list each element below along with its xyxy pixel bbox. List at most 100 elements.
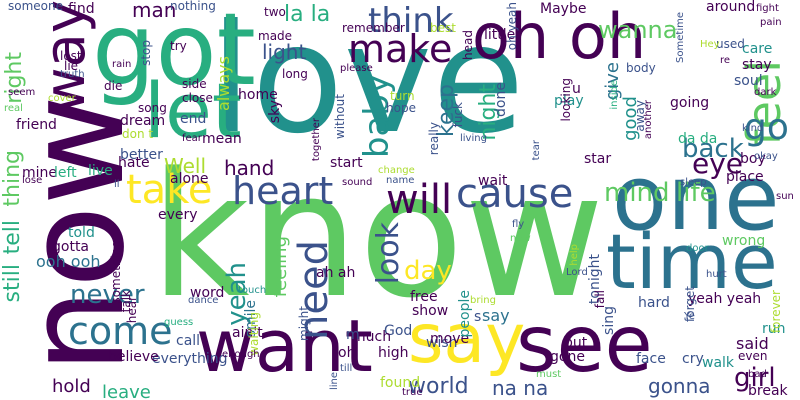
- cloud-word: Well: [164, 154, 207, 178]
- cloud-word: told: [68, 225, 95, 241]
- cloud-word: feeling: [270, 236, 291, 298]
- cloud-word: must: [536, 369, 562, 380]
- cloud-word: say: [408, 300, 526, 379]
- cloud-word: made: [258, 29, 293, 43]
- cloud-word: try: [170, 39, 187, 53]
- cloud-word: might: [297, 306, 311, 341]
- cloud-word: going: [670, 95, 710, 111]
- cloud-word: sound: [342, 177, 373, 188]
- cloud-word: believe: [108, 349, 159, 365]
- cloud-word: wrong: [722, 233, 766, 249]
- cloud-word: one: [612, 146, 780, 251]
- cloud-word: hate: [118, 155, 150, 171]
- cloud-word: gonna: [648, 374, 711, 398]
- cloud-word: run: [762, 321, 786, 337]
- cloud-word: Maybe: [540, 1, 587, 17]
- cloud-word: cause: [456, 171, 574, 217]
- cloud-word: eye: [692, 147, 744, 180]
- cloud-word: song: [138, 101, 167, 115]
- cloud-word: real: [4, 103, 23, 114]
- cloud-word: body: [626, 61, 656, 75]
- cloud-word: done: [493, 82, 509, 117]
- cloud-word: true: [402, 387, 423, 398]
- cloud-word: sky: [267, 100, 283, 124]
- cloud-word: two: [264, 5, 286, 19]
- cloud-word: got: [92, 0, 256, 108]
- cloud-word: wait: [478, 173, 508, 189]
- cloud-word: go: [744, 107, 789, 148]
- cloud-word: want: [196, 304, 373, 388]
- cloud-word: everything: [152, 351, 228, 367]
- cloud-word: world: [408, 374, 469, 399]
- cloud-word: God: [384, 323, 413, 339]
- cloud-word: man: [132, 0, 177, 22]
- cloud-word: high: [378, 345, 409, 361]
- cloud-word: ah ah: [316, 265, 356, 281]
- cloud-word: truth: [60, 69, 85, 80]
- cloud-word: yeah yeah: [688, 291, 762, 307]
- cloud-word: s: [474, 309, 482, 325]
- cloud-word: much: [352, 329, 392, 345]
- cloud-word: fall: [593, 290, 607, 309]
- cloud-word: will: [386, 177, 453, 223]
- cloud-word: remember: [342, 21, 405, 35]
- cloud-word: tell: [0, 220, 25, 255]
- cloud-word: Hey: [700, 39, 720, 50]
- cloud-word: ll: [114, 179, 120, 190]
- cloud-word: okay: [754, 151, 778, 162]
- cloud-word: make: [348, 27, 453, 71]
- cloud-word: place: [726, 169, 764, 185]
- cloud-word: better: [120, 147, 163, 163]
- cloud-word: word: [190, 285, 225, 301]
- cloud-word: rain: [112, 59, 132, 70]
- cloud-word: hurt: [706, 269, 727, 280]
- cloud-word: start: [330, 155, 363, 171]
- cloud-word: friend: [16, 117, 57, 133]
- cloud-word: hope: [386, 101, 416, 115]
- cloud-word: cover: [48, 93, 76, 104]
- cloud-word: always: [214, 56, 233, 111]
- cloud-word: Ye: [684, 311, 695, 322]
- cloud-word: soul: [734, 73, 763, 89]
- cloud-word: die: [104, 79, 123, 93]
- cloud-word: thing: [0, 150, 25, 207]
- cloud-word: said: [736, 334, 769, 353]
- cloud-word: heart: [232, 169, 334, 213]
- cloud-word: gotta: [52, 239, 90, 255]
- cloud-word: hand: [224, 156, 275, 180]
- cloud-word: free: [410, 289, 438, 305]
- cloud-word: someone: [8, 0, 63, 13]
- cloud-word: oh oh: [472, 0, 647, 73]
- cloud-word: show: [412, 303, 449, 319]
- cloud-word: nothing: [170, 0, 216, 13]
- cloud-word: da da: [678, 131, 718, 147]
- cloud-word: found: [380, 375, 421, 391]
- cloud-word: name: [386, 175, 415, 186]
- cloud-word: around: [706, 0, 756, 15]
- cloud-word: dance: [188, 295, 219, 306]
- cloud-word: take: [126, 167, 213, 213]
- cloud-word: left: [54, 165, 77, 181]
- cloud-word: know: [150, 135, 605, 336]
- cloud-word: help: [569, 244, 580, 266]
- cloud-word: call: [176, 333, 201, 349]
- cloud-word: another: [643, 100, 654, 140]
- cloud-word: bring: [470, 295, 496, 306]
- cloud-word: till: [340, 363, 353, 374]
- cloud-word: face: [636, 351, 666, 367]
- cloud-word: change: [378, 165, 415, 176]
- cloud-word: even: [738, 349, 768, 363]
- cloud-word: lose: [22, 175, 43, 186]
- cloud-word: love: [210, 0, 525, 167]
- cloud-word: still: [0, 264, 25, 303]
- cloud-word: baby: [357, 74, 397, 159]
- cloud-word: sun: [776, 191, 794, 202]
- cloud-word: close: [182, 91, 213, 105]
- cloud-word: kind: [742, 123, 764, 134]
- cloud-word: hard: [638, 295, 670, 311]
- cloud-word: sleep: [680, 177, 707, 188]
- cloud-word: put: [564, 335, 588, 351]
- cloud-word: let: [144, 66, 242, 155]
- cloud-word: living: [460, 133, 487, 144]
